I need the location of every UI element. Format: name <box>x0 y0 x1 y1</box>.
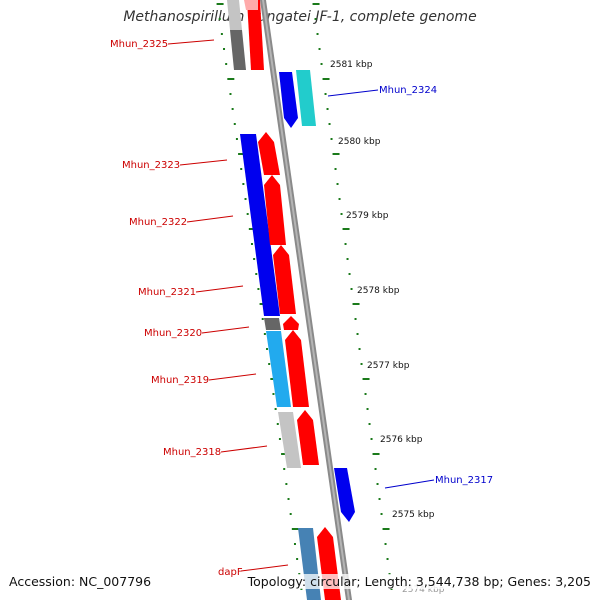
leader-line <box>195 285 244 293</box>
gene-label-mhun-2321[interactable]: Mhun_2321 <box>138 287 196 298</box>
gene-label-group: Mhun_2325 Mhun_2324 Mhun_2323 Mhun_2322 … <box>110 39 493 578</box>
leader-line <box>186 215 234 223</box>
map-title: Methanospirillum hungatei JF-1, complete… <box>123 9 477 25</box>
leader-line <box>208 373 257 381</box>
leader-line <box>179 159 228 166</box>
scale-label: 2575 kbp <box>392 510 435 520</box>
leader-line <box>201 326 250 334</box>
gene-feature-mhun-2323[interactable] <box>240 134 280 316</box>
feature-track-far-right <box>279 70 355 522</box>
gene-label-mhun-2325[interactable]: Mhun_2325 <box>110 39 168 50</box>
gene-feature-arrow-2[interactable] <box>264 175 286 245</box>
leader-line <box>384 479 435 489</box>
feature-track-right <box>244 0 341 600</box>
gene-feature-mhun-2325[interactable] <box>230 30 246 70</box>
gene-feature-mhun-2324-blue[interactable] <box>279 72 298 128</box>
gene-label-mhun-2318[interactable]: Mhun_2318 <box>163 447 221 458</box>
gene-label-dapf[interactable]: dapF <box>218 567 243 578</box>
gene-label-mhun-2319[interactable]: Mhun_2319 <box>151 375 209 386</box>
scale-label: 2581 kbp <box>330 60 373 70</box>
scale-label: 2579 kbp <box>346 211 389 221</box>
gene-label-mhun-2320[interactable]: Mhun_2320 <box>144 328 202 339</box>
gene-feature-mhun-2320[interactable] <box>264 318 281 330</box>
gene-label-mhun-2322[interactable]: Mhun_2322 <box>129 217 187 228</box>
gene-label-mhun-2323[interactable]: Mhun_2323 <box>122 160 180 171</box>
gene-label-mhun-2324[interactable]: Mhun_2324 <box>379 85 437 96</box>
scale-label-group: 2581 kbp 2580 kbp 2579 kbp 2578 kbp 2577… <box>330 60 445 595</box>
gene-feature-arrow-1[interactable] <box>258 132 280 175</box>
topology-text: Topology: circular; Length: 3,544,738 bp… <box>247 574 591 589</box>
gene-feature-arrow-6[interactable] <box>297 410 319 465</box>
gene-feature-mhun-2317[interactable] <box>334 468 355 522</box>
gene-label-leaders <box>167 39 435 572</box>
gene-feature-arrow-4[interactable] <box>283 316 299 330</box>
gene-feature-mhun-2325-ext[interactable] <box>227 0 242 30</box>
feature-track-left <box>227 0 321 600</box>
gene-feature-arrow-5[interactable] <box>285 330 309 407</box>
leader-line <box>327 89 379 97</box>
gene-feature-mhun-2324-cyan[interactable] <box>296 70 316 126</box>
scale-label: 2576 kbp <box>380 435 423 445</box>
gene-feature-mhun-2325-fwd[interactable] <box>247 0 264 70</box>
sequence-backbone-highlight <box>262 0 350 600</box>
scale-label: 2577 kbp <box>367 361 410 371</box>
leader-line <box>167 39 215 45</box>
gene-label-mhun-2317[interactable]: Mhun_2317 <box>435 475 493 486</box>
scale-label: 2578 kbp <box>357 286 400 296</box>
gene-feature-arrow-3[interactable] <box>273 245 296 314</box>
scale-label: 2574 kbp <box>402 585 445 595</box>
leader-line <box>220 445 268 453</box>
leader-line <box>240 564 289 572</box>
gene-feature-mhun-2319[interactable] <box>266 331 291 407</box>
accession-text: Accession: NC_007796 <box>9 574 152 589</box>
scale-label: 2580 kbp <box>338 137 381 147</box>
gene-feature-mhun-2325-fwd-top[interactable] <box>244 0 258 10</box>
gene-feature-mhun-2318[interactable] <box>278 412 301 468</box>
outer-tick-track <box>312 3 393 590</box>
